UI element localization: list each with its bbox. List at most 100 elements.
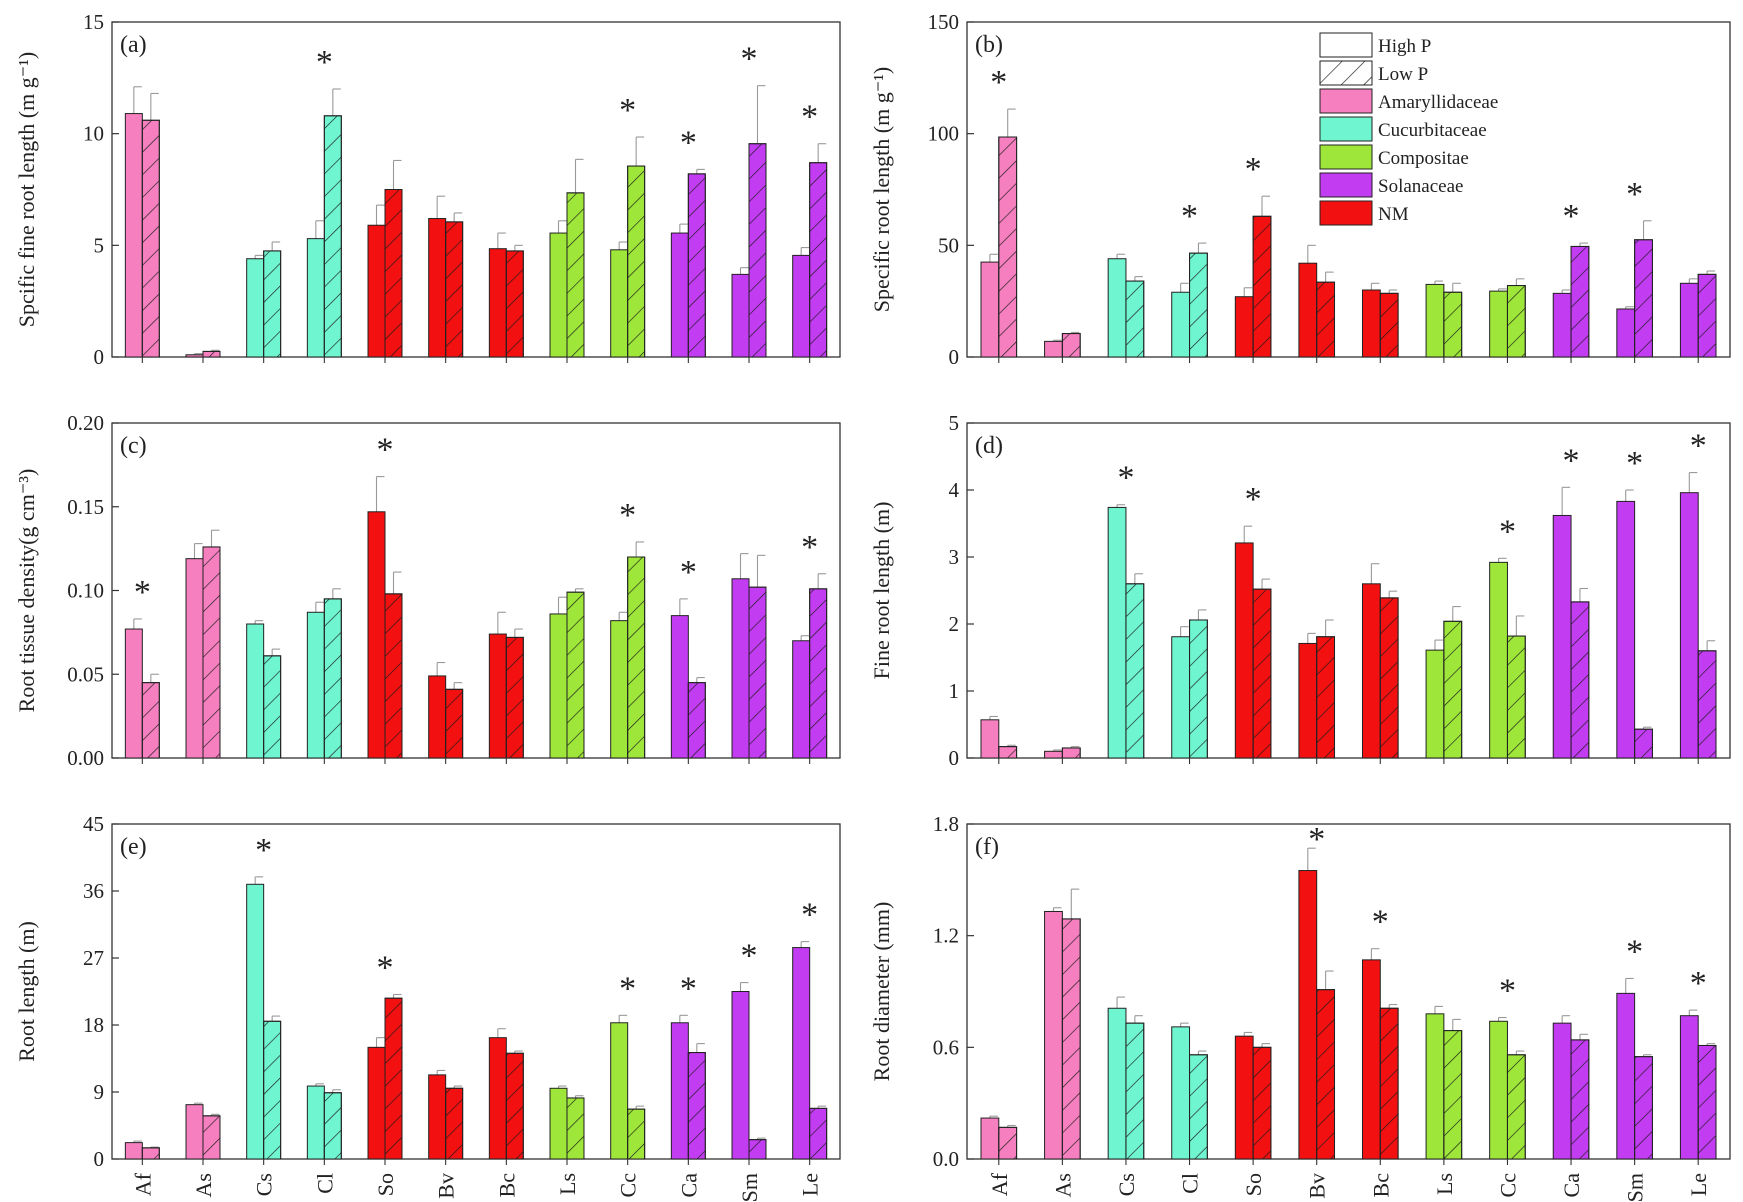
- significance-marker: *: [377, 949, 394, 986]
- bar-low-p-hatch: [203, 547, 220, 758]
- x-tick-label: Ls: [1432, 1173, 1457, 1195]
- bar-high-p: [981, 720, 999, 758]
- y-tick-label: 3: [949, 545, 960, 569]
- y-tick-label: 4: [949, 478, 960, 502]
- x-tick-label: As: [191, 1173, 216, 1197]
- bar-low-p-hatch: [203, 351, 220, 357]
- bar-high-p: [1490, 291, 1508, 357]
- bar-low-p-hatch: [1635, 240, 1653, 357]
- panel-f: 0.00.61.21.8Root diameter (mm)(f)Af As Cs C…: [869, 812, 1730, 1202]
- y-tick-label: 0: [949, 345, 960, 369]
- bar-high-p: [429, 219, 446, 357]
- bar-low-p-hatch: [1253, 216, 1271, 357]
- bar-high-p: [1108, 507, 1126, 758]
- legend-swatch-low-p: [1320, 61, 1372, 85]
- bar-high-p: [247, 624, 264, 758]
- bar-high-p: [1553, 293, 1571, 357]
- x-tick-label: Bc: [494, 1173, 519, 1198]
- x-tick-label: Le: [1686, 1173, 1711, 1196]
- x-tick-label: Cl: [1178, 1173, 1203, 1194]
- bar-high-p: [368, 512, 385, 758]
- y-tick-label: 27: [83, 946, 104, 970]
- bar-high-p: [793, 948, 810, 1159]
- y-tick-label: 0: [94, 1147, 105, 1171]
- y-axis-label: Spcific fine root length (m g⁻¹): [14, 52, 39, 327]
- bar-high-p: [1172, 637, 1190, 758]
- bar-low-p-hatch: [1571, 246, 1589, 357]
- bar-low-p-hatch: [506, 251, 523, 357]
- bar-low-p-hatch: [1062, 748, 1080, 758]
- bar-low-p-hatch: [324, 599, 341, 758]
- y-axis-label: Specific root length (m g⁻¹): [869, 67, 894, 312]
- bar-high-p: [732, 274, 749, 357]
- bar-low-p-hatch: [1444, 292, 1462, 357]
- bar-low-p-hatch: [810, 1108, 827, 1159]
- panel-label: (d): [975, 433, 1003, 459]
- legend-label-high-p: High P: [1378, 36, 1431, 57]
- y-tick-label: 2: [949, 612, 960, 636]
- bar-low-p-hatch: [567, 1098, 584, 1159]
- bar-low-p-hatch: [1507, 1055, 1525, 1159]
- bar-low-p-hatch: [688, 174, 705, 357]
- bar-high-p: [1362, 290, 1380, 357]
- y-tick-label: 0.15: [67, 495, 104, 519]
- bar-high-p: [1362, 960, 1380, 1159]
- bar-high-p: [1680, 493, 1698, 758]
- significance-marker: *: [1499, 513, 1516, 550]
- legend-label-nm: NM: [1378, 204, 1409, 225]
- bar-high-p: [1299, 871, 1317, 1159]
- plot-frame: [967, 423, 1730, 758]
- y-tick-label: 10: [83, 122, 104, 146]
- bar-high-p: [1490, 1021, 1508, 1159]
- significance-marker: *: [680, 970, 697, 1007]
- x-tick-label: Ls: [555, 1173, 580, 1195]
- significance-marker: *: [1245, 481, 1262, 518]
- panel-label: (a): [120, 32, 147, 58]
- x-tick-label: Bv: [1305, 1173, 1330, 1199]
- x-tick-label: As: [1050, 1173, 1075, 1197]
- bar-high-p: [1680, 1016, 1698, 1159]
- bar-low-p-hatch: [999, 137, 1017, 357]
- bar-low-p-hatch: [1698, 274, 1716, 357]
- y-tick-label: 15: [83, 10, 104, 34]
- significance-marker: *: [1245, 151, 1262, 188]
- legend-swatch-nm: [1320, 201, 1372, 225]
- y-tick-label: 1.2: [933, 924, 959, 948]
- bar-high-p: [611, 621, 628, 758]
- bar-high-p: [186, 355, 203, 357]
- significance-marker: *: [619, 92, 636, 129]
- plot-frame: [112, 423, 840, 758]
- bar-low-p-hatch: [999, 1127, 1017, 1159]
- bar-low-p-hatch: [567, 592, 584, 758]
- y-tick-label: 50: [938, 233, 959, 257]
- y-tick-label: 45: [83, 812, 104, 836]
- y-tick-label: 9: [94, 1080, 105, 1104]
- legend-swatch-compositae: [1320, 145, 1372, 169]
- bar-high-p: [1172, 292, 1190, 357]
- bar-low-p-hatch: [999, 747, 1017, 758]
- significance-marker: *: [1372, 904, 1389, 941]
- x-tick-label: Af: [987, 1172, 1012, 1196]
- bar-low-p-hatch: [810, 163, 827, 357]
- significance-marker: *: [741, 938, 758, 975]
- significance-marker: *: [1563, 442, 1580, 479]
- bar-high-p: [186, 1105, 203, 1159]
- legend-label-amaryllidaceae: Amaryllidaceae: [1378, 92, 1498, 113]
- significance-marker: *: [619, 970, 636, 1007]
- y-tick-label: 0: [949, 746, 960, 770]
- bar-high-p: [489, 1038, 506, 1159]
- panel-c: 0.00 0.05 0.10 0.15 0.20 Root tissue density(…: [14, 411, 840, 770]
- panel-e: 0918273645Root length (m)(e)Af As*Cs Cl*So…: [14, 812, 840, 1202]
- x-tick-label: Cc: [616, 1173, 641, 1198]
- y-tick-label: 5: [949, 411, 960, 435]
- bar-low-p-hatch: [385, 594, 402, 758]
- y-tick-label: 0: [94, 345, 105, 369]
- significance-marker: *: [377, 432, 394, 469]
- bar-low-p-hatch: [142, 120, 159, 357]
- bar-high-p: [307, 239, 324, 357]
- y-tick-label: 0.10: [67, 579, 104, 603]
- bar-low-p-hatch: [749, 1140, 766, 1159]
- bar-low-p-hatch: [506, 1053, 523, 1159]
- panel-b: 0 50 100 150 Specific root length (m g⁻¹) (b)…: [869, 10, 1730, 369]
- panel-label: (c): [120, 433, 147, 459]
